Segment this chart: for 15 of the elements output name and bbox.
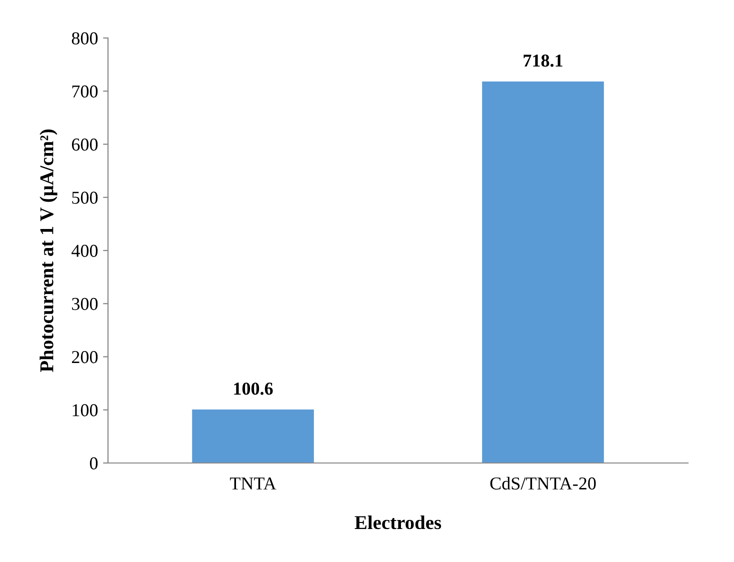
y-tick-label: 800	[72, 32, 98, 44]
y-tick-label: 200	[72, 351, 98, 364]
x-axis-title: Electrodes	[354, 515, 442, 530]
y-tick-label: 500	[72, 192, 98, 204]
x-tick-label: CdS/TNTA-20	[490, 476, 596, 490]
y-tick-label: 100	[72, 404, 98, 416]
y-tick-label: 0	[90, 457, 98, 470]
y-tick-label: 400	[72, 244, 98, 257]
data-label: 718.1	[524, 54, 562, 67]
y-axis-title: Photocurrent at 1 V (μA/cm²)	[40, 130, 58, 372]
y-tick-label: 700	[72, 85, 98, 98]
y-tick-label: 600	[72, 138, 98, 151]
y-tick-label: 300	[72, 298, 98, 310]
x-tick-label: TNTA	[230, 478, 276, 490]
data-label: 100.6	[234, 382, 273, 395]
